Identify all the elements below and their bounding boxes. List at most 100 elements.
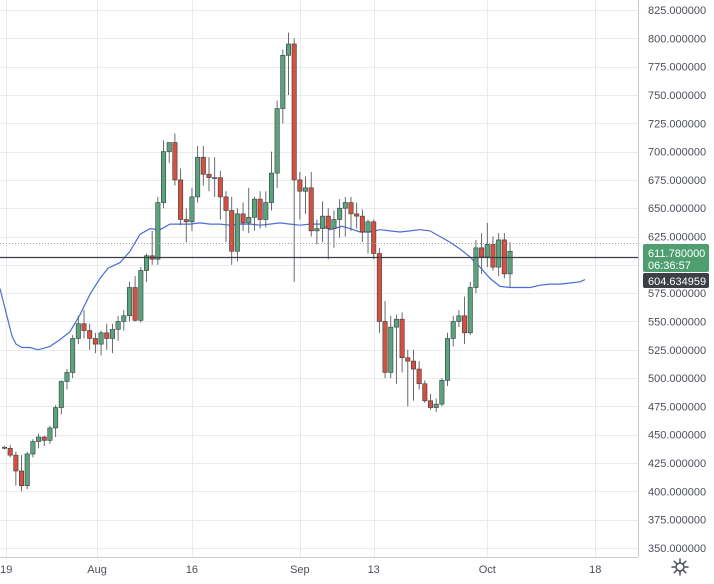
candle-up (393, 314, 399, 384)
time-tick-label: Aug (87, 564, 107, 576)
candle-body (92, 338, 98, 345)
candle-up (189, 187, 195, 231)
candle-body (416, 368, 422, 385)
price-tick-label: 800.000000 (648, 33, 706, 45)
price-tick-label: 400.000000 (648, 486, 706, 498)
candle-body (405, 357, 411, 362)
candle-body (144, 255, 150, 271)
candle-body (121, 315, 127, 322)
candle-body (75, 323, 81, 339)
candle-body (7, 448, 13, 456)
price-tick-label: 775.000000 (648, 62, 706, 74)
candle-up (467, 281, 473, 336)
price-tick-label: 450.000000 (648, 430, 706, 442)
candle-down (217, 170, 223, 220)
candle-down (206, 157, 212, 192)
candle-body (36, 436, 42, 442)
candle-down (382, 301, 388, 379)
candle-up (274, 100, 280, 188)
candle-body (450, 321, 456, 339)
candle-body (251, 198, 257, 218)
candle-body (70, 338, 76, 373)
price-tick-label: 675.000000 (648, 175, 706, 187)
candle-up (109, 323, 115, 354)
candle-body (496, 239, 502, 268)
candle-up (263, 191, 269, 228)
price-tick-label: 625.000000 (648, 232, 706, 244)
candle-body (308, 187, 314, 232)
candle-up (456, 310, 462, 328)
candle-body (161, 151, 167, 203)
candle-up (268, 151, 274, 211)
last-price-label: 611.780000 (648, 248, 705, 260)
candle-down (399, 312, 405, 373)
candle-body (200, 156, 206, 175)
candle-up (36, 433, 42, 449)
candle-down (41, 435, 47, 447)
candle-body (303, 187, 309, 192)
candle-body (382, 321, 388, 373)
candle-up (337, 199, 343, 238)
candle-up (121, 310, 127, 331)
candle-up (439, 378, 445, 407)
candle-body (30, 441, 36, 455)
candle-down (104, 323, 110, 350)
candle-up (285, 32, 291, 95)
candle-body (183, 219, 189, 223)
time-tick-label: Sep (290, 564, 310, 576)
candle-body (41, 436, 47, 441)
candle-up (166, 142, 172, 163)
candle-down (92, 332, 98, 354)
candle-body (393, 318, 399, 328)
candle-body (166, 142, 172, 152)
candle-body (87, 330, 93, 339)
price-tick-label: 575.000000 (648, 288, 706, 300)
candle-down (490, 236, 496, 271)
candle-body (371, 221, 377, 254)
price-tick-label: 750.000000 (648, 90, 706, 102)
candle-up (251, 196, 257, 231)
candle-up (303, 176, 309, 214)
candle-down (427, 393, 433, 410)
price-tick-label: 375.000000 (648, 515, 706, 527)
candle-up (445, 332, 451, 387)
candle-body (81, 323, 87, 331)
candle-up (53, 405, 59, 438)
candle-body (268, 172, 274, 203)
candle-down (348, 196, 354, 231)
candle-up (30, 439, 36, 458)
time-tick-label: 19 (0, 564, 12, 576)
candle-body (427, 400, 433, 408)
candle-down (325, 208, 331, 260)
candle-body (314, 228, 320, 232)
candle-up (234, 208, 240, 262)
candle-down (354, 202, 360, 229)
price-tick-label: 700.000000 (648, 147, 706, 159)
settings-button[interactable] (670, 557, 690, 577)
candle-up (155, 196, 161, 265)
candle-body (490, 244, 496, 268)
candle-body (507, 250, 513, 275)
candle-up (331, 210, 337, 248)
candle-body (285, 43, 291, 56)
candle-body (58, 381, 64, 408)
candle-up (75, 315, 81, 345)
candle-down (132, 276, 138, 322)
candle-body (291, 43, 297, 181)
candle-body (433, 403, 439, 408)
candle-body (178, 179, 184, 220)
candle-body (399, 318, 405, 359)
candle-up (1, 446, 8, 450)
candle-up (161, 140, 167, 209)
price-badges-layer: 611.780000 06:36:57 604.634959 (643, 244, 709, 288)
candle-body (473, 247, 479, 288)
price-tick-label: 475.000000 (648, 401, 706, 413)
candle-up (24, 451, 30, 490)
candle-up (388, 315, 394, 379)
candle-body (132, 287, 138, 321)
candle-body (388, 326, 394, 373)
candle-body (467, 287, 473, 334)
candle-down (359, 209, 365, 243)
